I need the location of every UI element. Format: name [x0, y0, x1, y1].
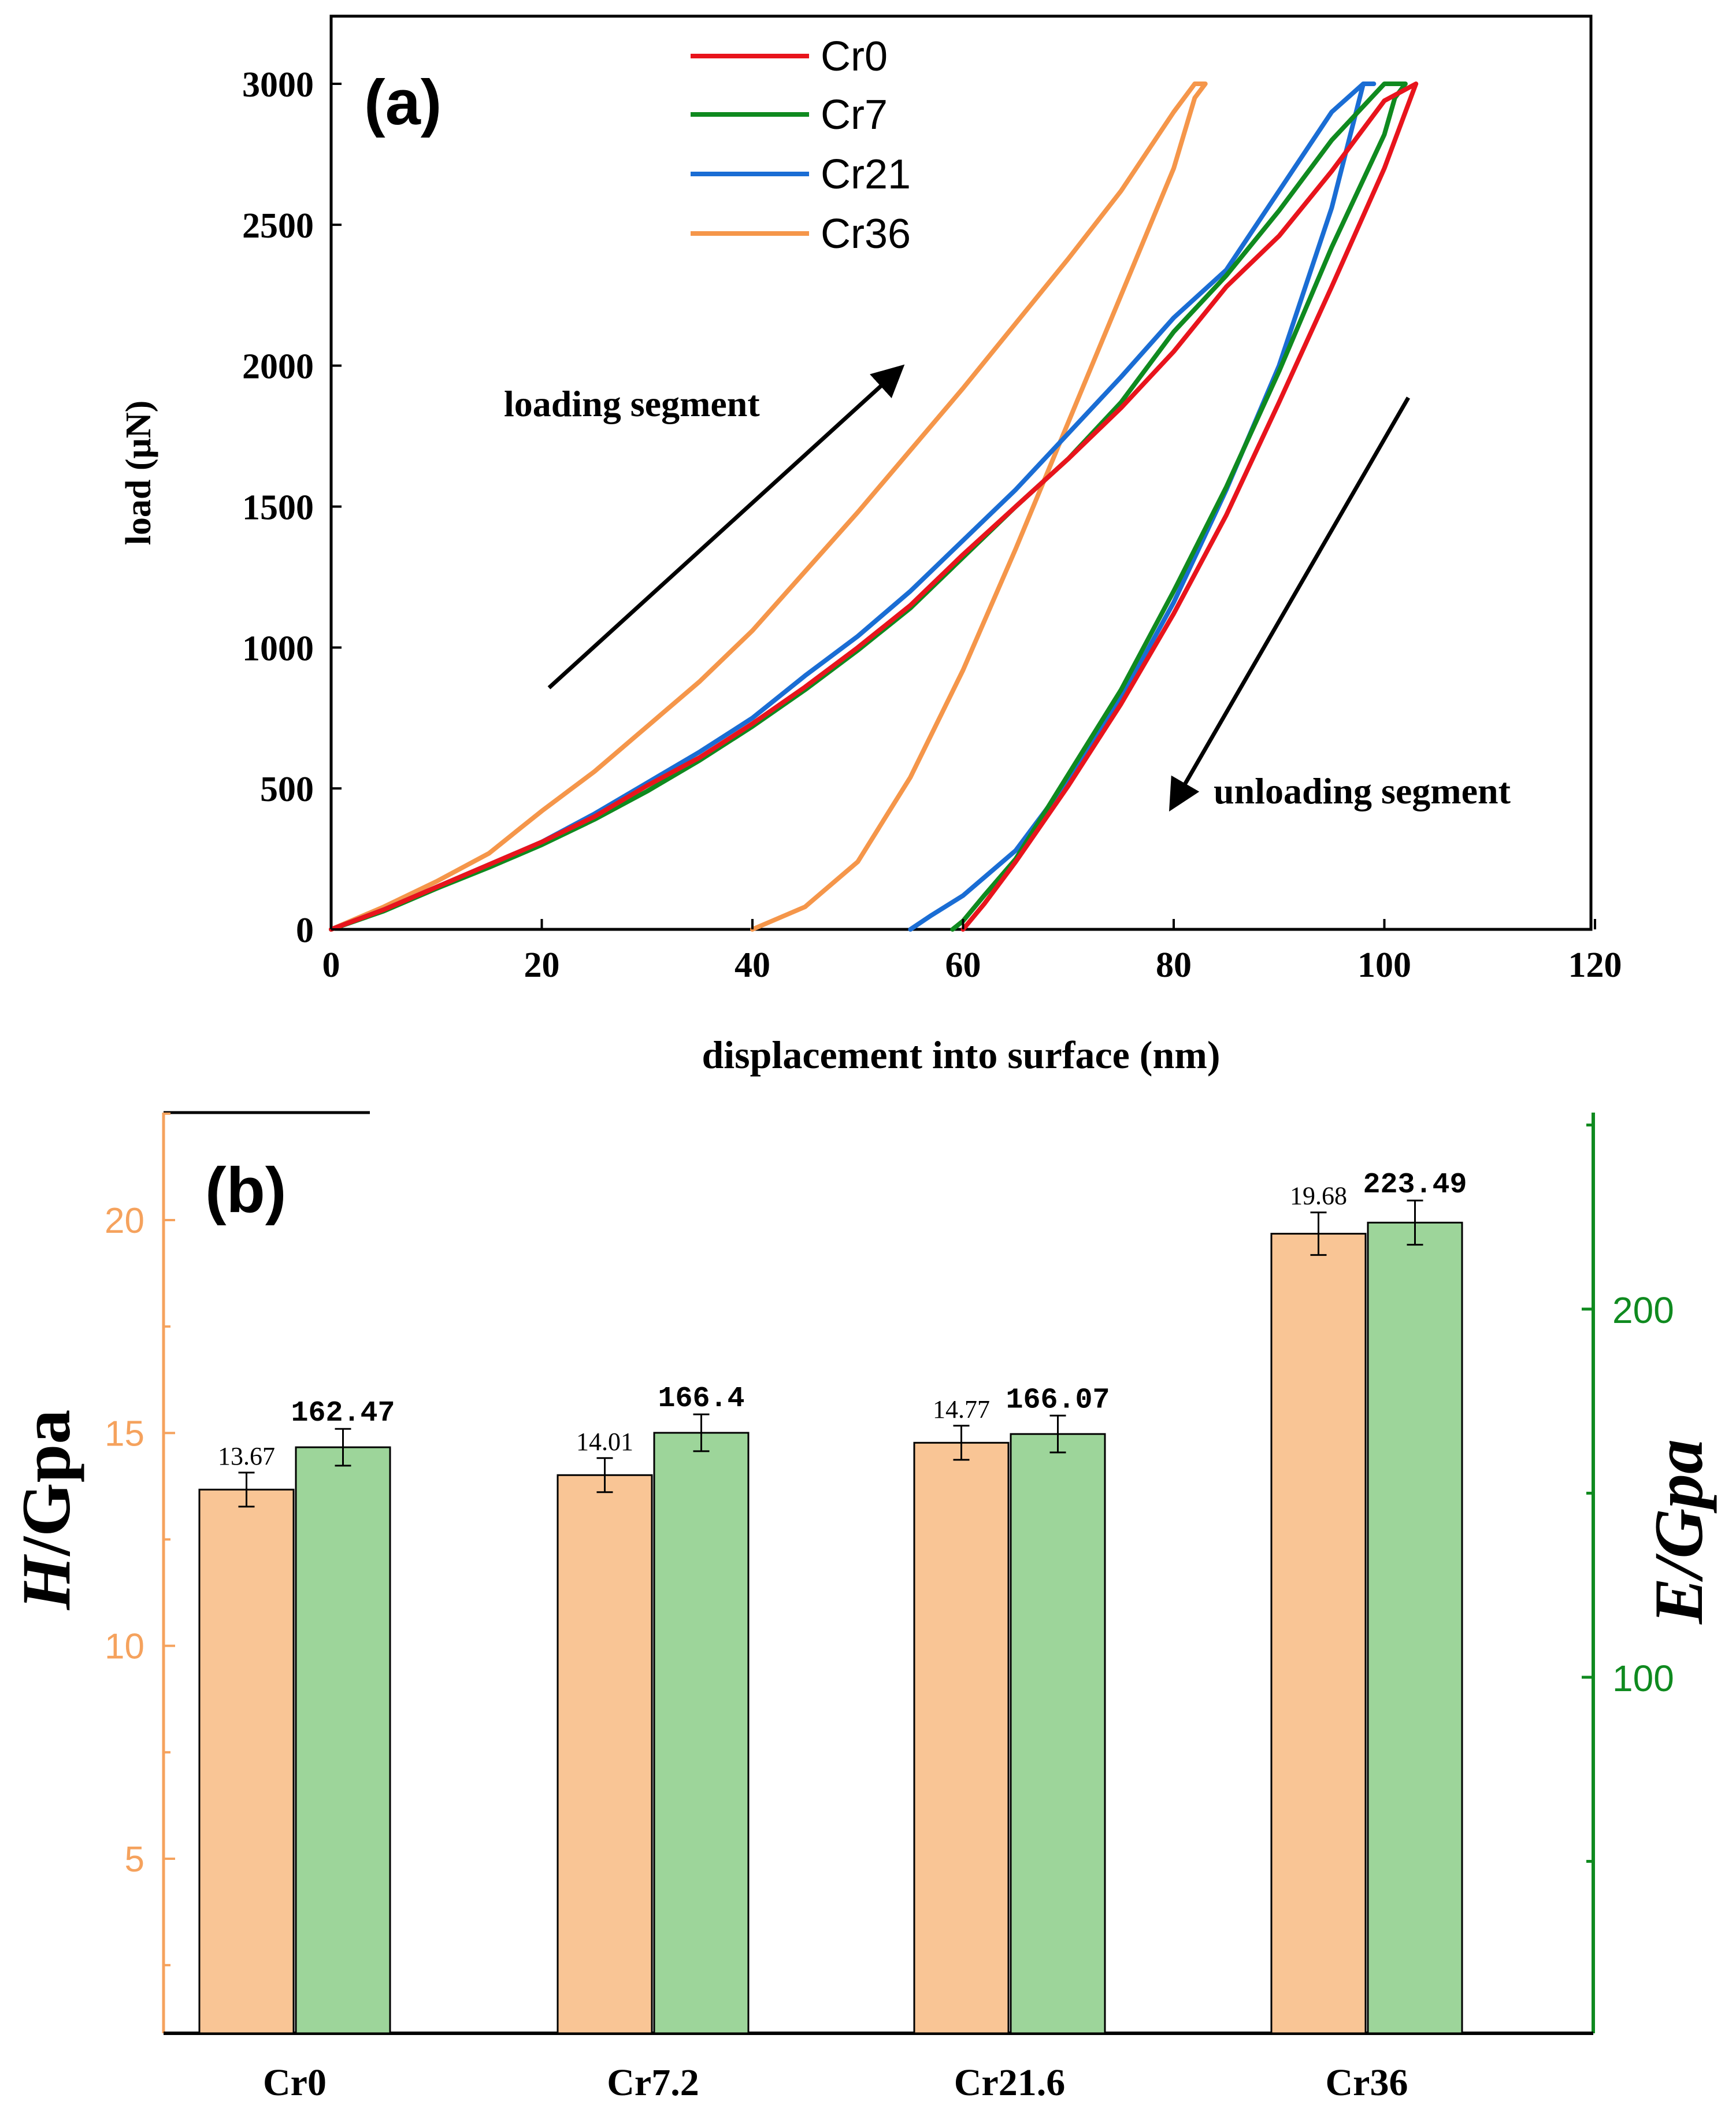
y-axis-ticks: 0 500 1000 1500 2000 2500 3000 — [242, 65, 342, 950]
value-label-h-cr7-2: 14.01 — [576, 1428, 633, 1456]
right-tick-label: 200 — [1612, 1289, 1674, 1331]
panel-a-label: (a) — [364, 67, 442, 138]
legend-label-cr36: Cr36 — [821, 211, 911, 257]
hardness-modulus-panel: 5 10 15 20 100 200 13.67 162.47 14.01 166.4 14.7… — [8, 1111, 1717, 2104]
bar-groups: 13.67 162.47 14.01 166.4 14.77 166.07 19.68 223… — [198, 1169, 1467, 2034]
left-axis-label: H/Gpa — [8, 1410, 84, 1611]
value-label-e-cr7-2: 166.4 — [658, 1382, 744, 1415]
bar-e-cr36 — [1367, 1221, 1463, 2034]
bar-e-cr0 — [295, 1446, 391, 2034]
right-tick-label: 100 — [1612, 1658, 1674, 1699]
series-line-cr36 — [329, 81, 1208, 932]
x-tick-label: 0 — [322, 946, 340, 985]
value-label-e-cr21-6: 166.07 — [1006, 1384, 1110, 1417]
left-axis-label-rest: /Gpa — [8, 1410, 84, 1557]
y-tick-label: 3000 — [242, 65, 314, 105]
x-tick-label: 120 — [1568, 946, 1622, 985]
bar-h-cr21-6 — [913, 1441, 1010, 2034]
category-label-cr7-2: Cr7.2 — [607, 2062, 699, 2104]
left-tick-label: 10 — [105, 1627, 144, 1667]
value-label-h-cr36: 19.68 — [1290, 1182, 1347, 1210]
bar-e-cr21-6 — [1010, 1433, 1106, 2034]
y-tick-label: 0 — [296, 911, 314, 950]
x-tick-label: 80 — [1156, 946, 1192, 985]
left-tick-label: 15 — [105, 1414, 144, 1454]
value-label-e-cr36: 223.49 — [1363, 1169, 1467, 1202]
load-displacement-panel: 0 20 40 60 80 100 120 0 500 1000 1500 2000 2500 3000… — [119, 14, 1622, 1077]
unloading-segment-label: unloading segment — [1214, 770, 1511, 811]
bar-e-cr7-2 — [653, 1432, 750, 2034]
panel-b-label: (b) — [205, 1155, 286, 1226]
legend-label-cr0: Cr0 — [821, 34, 888, 80]
x-axis-label: displacement into surface (nm) — [702, 1033, 1220, 1077]
y-tick-label: 500 — [260, 770, 314, 809]
y-tick-label: 2500 — [242, 206, 314, 246]
x-tick-label: 40 — [735, 946, 770, 985]
x-tick-label: 60 — [945, 946, 981, 985]
load-curves — [329, 81, 1419, 932]
y-tick-label: 1000 — [242, 629, 314, 668]
category-label-cr0: Cr0 — [263, 2062, 327, 2104]
unloading-arrow — [1169, 396, 1411, 812]
legend-label-cr21: Cr21 — [821, 151, 911, 198]
loading-segment-label: loading segment — [504, 383, 760, 424]
left-axis-label-italic: H — [8, 1554, 84, 1610]
value-label-e-cr0: 162.47 — [291, 1397, 395, 1430]
series-line-cr7 — [329, 81, 1408, 932]
left-tick-label: 5 — [125, 1840, 144, 1880]
category-label-cr36: Cr36 — [1326, 2062, 1408, 2104]
bar-h-cr0 — [198, 1488, 295, 2034]
y-axis-label: load (μN) — [119, 401, 158, 545]
bar-h-cr7-2 — [557, 1474, 653, 2034]
loading-arrow — [547, 364, 905, 690]
right-axis-label: E/Gpa — [1640, 1439, 1717, 1625]
x-tick-label: 20 — [524, 946, 560, 985]
x-tick-label: 100 — [1357, 946, 1411, 985]
left-axis-ticks: 5 10 15 20 — [105, 1112, 175, 1967]
right-axis-ticks: 100 200 — [1582, 1123, 1674, 1863]
series-line-cr0 — [329, 81, 1419, 932]
value-label-h-cr0: 13.67 — [218, 1442, 275, 1470]
y-tick-label: 1500 — [242, 488, 314, 528]
series-line-cr21 — [329, 81, 1377, 932]
category-label-cr21-6: Cr21.6 — [954, 2062, 1065, 2104]
y-tick-label: 2000 — [242, 347, 314, 387]
value-label-h-cr21-6: 14.77 — [933, 1395, 990, 1424]
bar-h-cr36 — [1270, 1233, 1367, 2034]
legend: Cr0 Cr7 Cr21 Cr36 — [691, 34, 911, 257]
category-labels: Cr0 Cr7.2 Cr21.6 Cr36 — [263, 2062, 1408, 2104]
legend-label-cr7: Cr7 — [821, 92, 888, 138]
left-tick-label: 20 — [105, 1201, 144, 1241]
x-axis-ticks: 0 20 40 60 80 100 120 — [322, 919, 1622, 985]
